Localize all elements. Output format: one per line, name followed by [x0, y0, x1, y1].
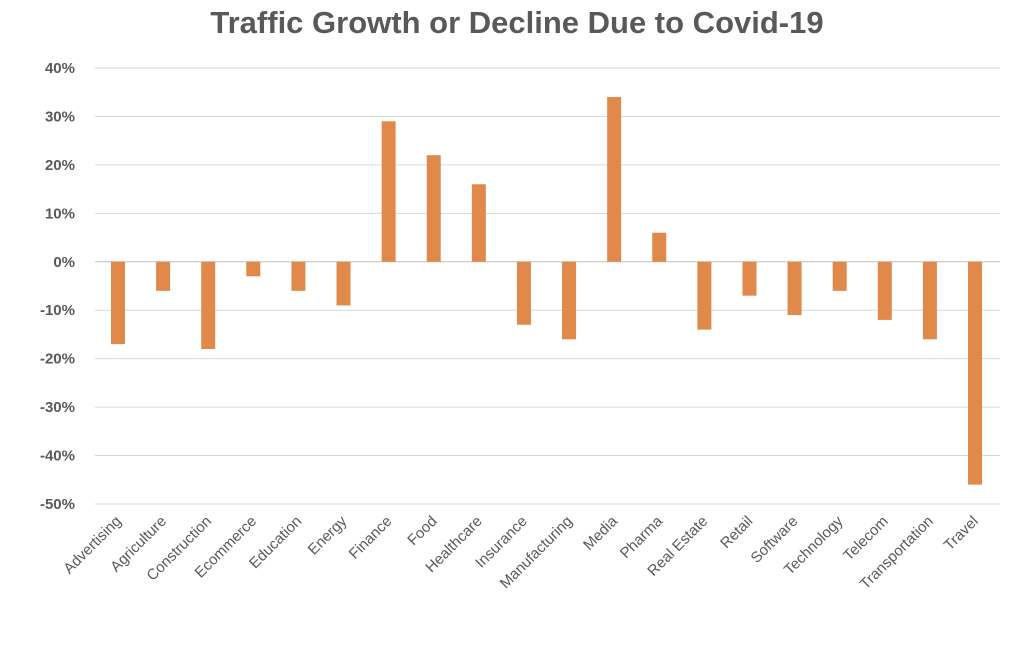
bar [742, 261, 757, 296]
bar [697, 261, 712, 330]
y-tick-label: 40% [45, 60, 75, 77]
x-tick-label: Finance [346, 513, 396, 563]
bar [877, 261, 892, 320]
bar [426, 155, 441, 262]
bar [562, 261, 577, 340]
x-tick-label: Food [404, 513, 440, 549]
bars [111, 97, 982, 485]
y-tick-label: 30% [45, 108, 75, 125]
x-tick-label: Energy [305, 512, 351, 558]
gridlines [95, 67, 1000, 505]
x-axis: AdvertisingAgricultureConstructionEcomme… [60, 512, 981, 592]
bar [968, 261, 982, 485]
y-tick-label: -30% [40, 399, 75, 416]
y-tick-label: 10% [45, 205, 75, 222]
bar [381, 121, 396, 262]
bar [201, 261, 216, 349]
bar [922, 261, 937, 340]
bar [652, 232, 667, 262]
x-tick-label: Retail [717, 513, 756, 552]
x-tick-label: Travel [941, 513, 982, 554]
y-tick-label: 20% [45, 157, 75, 174]
bar [607, 97, 622, 262]
y-tick-label: -20% [40, 351, 75, 368]
bar [787, 261, 802, 316]
bar [246, 261, 261, 277]
y-tick-label: -40% [40, 448, 75, 465]
bar [111, 261, 125, 345]
bar [156, 261, 171, 291]
bar [516, 261, 531, 325]
y-axis: 40% 30% 20% 10% 0% -10% -20% -30% -40% -50% [40, 60, 75, 513]
bar [336, 261, 351, 306]
y-tick-label: -10% [40, 302, 75, 319]
bar [832, 261, 847, 291]
y-tick-label: 0% [53, 254, 75, 271]
bar [471, 184, 486, 262]
bar [291, 261, 306, 291]
x-tick-label: Media [580, 512, 621, 553]
y-tick-label: -50% [40, 496, 75, 513]
chart-title: Traffic Growth or Decline Due to Covid-1… [210, 5, 823, 40]
